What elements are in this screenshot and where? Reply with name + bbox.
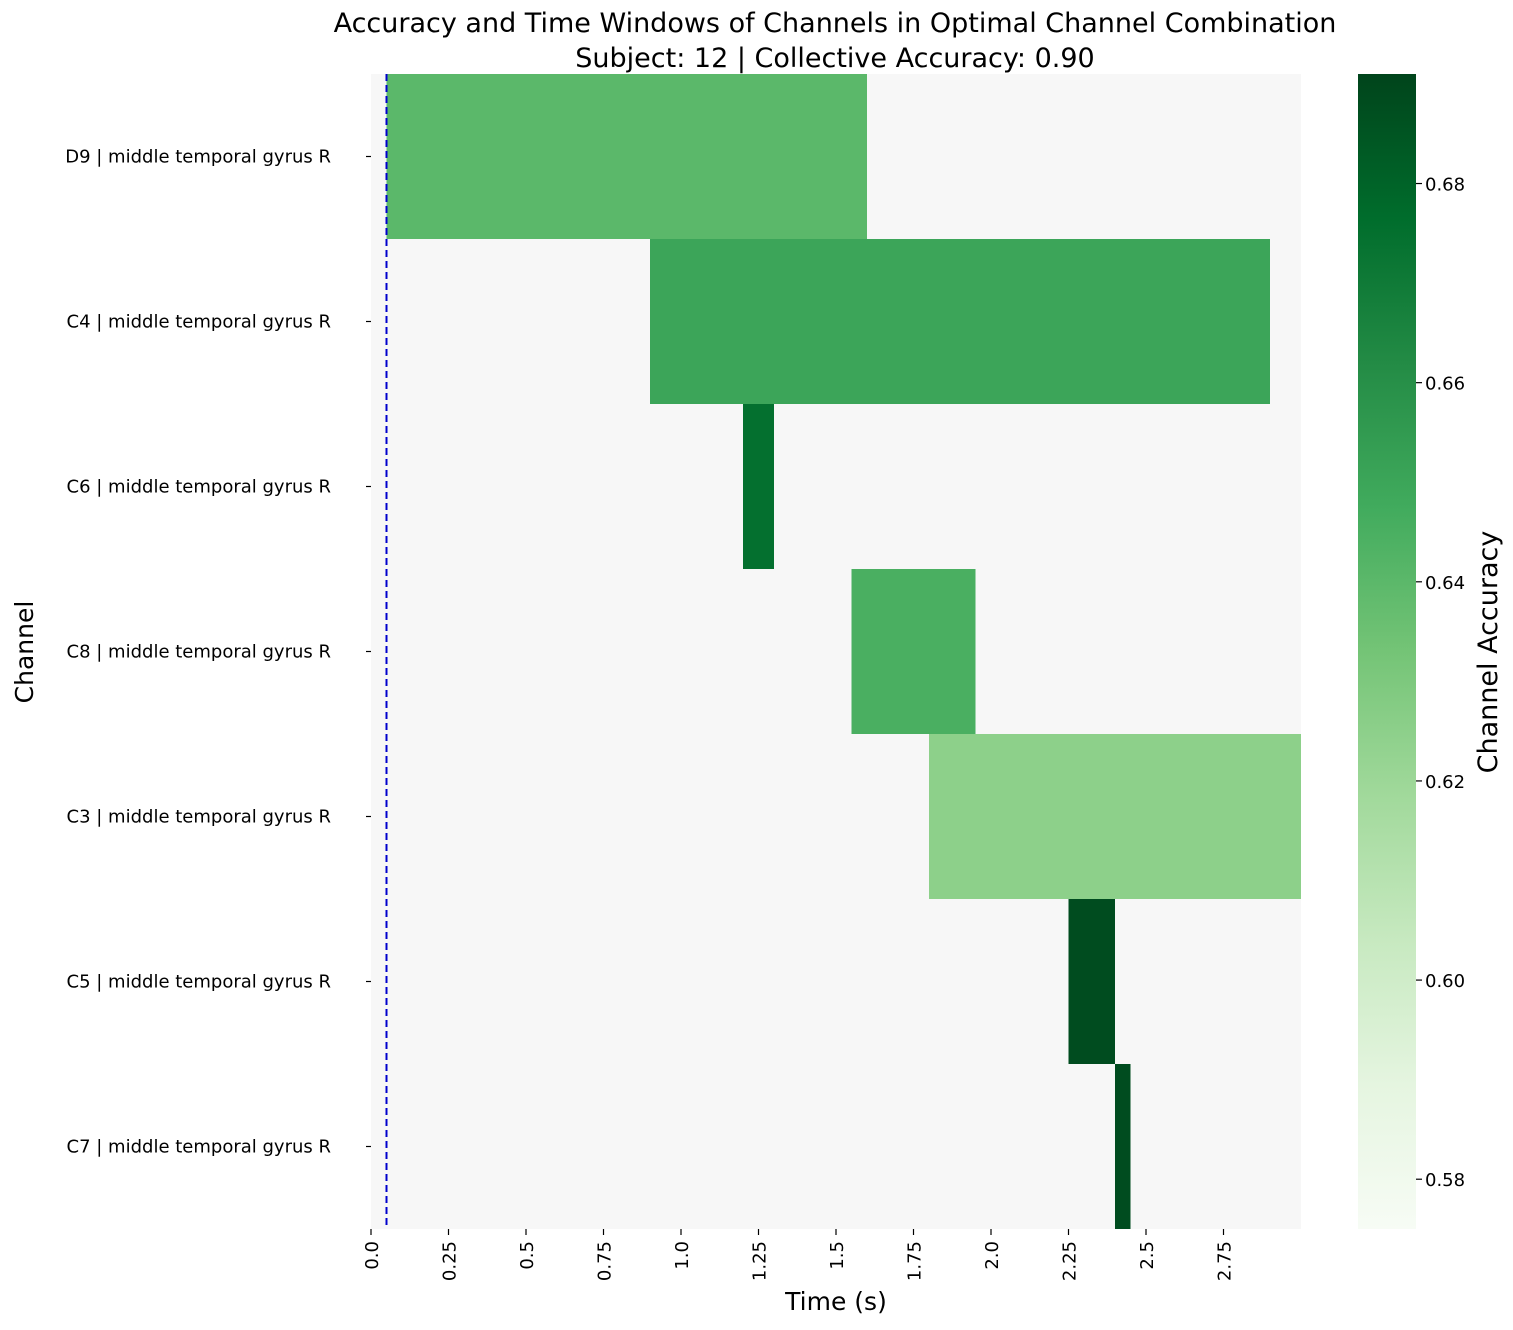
y-tick-label: D9 | middle temporal gyrus R xyxy=(65,147,331,168)
chart-subtitle: Subject: 12 | Collective Accuracy: 0.90 xyxy=(575,43,1094,74)
x-tick-label: 2.5 xyxy=(1137,1241,1158,1270)
y-tick-label: C4 | middle temporal gyrus R xyxy=(67,312,331,333)
y-tick-label: C5 | middle temporal gyrus R xyxy=(67,972,331,993)
y-tick-label: C8 | middle temporal gyrus R xyxy=(67,642,331,663)
colorbar-ticks: 0.58 0.60 0.62 0.64 0.66 0.68 xyxy=(1416,175,1465,1191)
x-tick-label: 1.25 xyxy=(750,1241,771,1281)
x-tick-label: 1.5 xyxy=(827,1241,848,1270)
x-tick-label: 0.0 xyxy=(362,1241,383,1270)
y-tick-label: C7 | middle temporal gyrus R xyxy=(67,1137,331,1158)
x-tick-label: 0.75 xyxy=(595,1241,616,1281)
channel-bar xyxy=(650,239,1270,404)
x-tick-label: 2.25 xyxy=(1060,1241,1081,1281)
x-tick-label: 2.0 xyxy=(982,1241,1003,1270)
x-tick-label: 0.25 xyxy=(440,1241,461,1281)
channel-bar xyxy=(1115,1064,1131,1229)
x-axis-label: Time (s) xyxy=(784,1287,887,1316)
colorbar-tick-label: 0.66 xyxy=(1425,374,1465,395)
y-tick-label: C6 | middle temporal gyrus R xyxy=(67,477,331,498)
colorbar-tick-label: 0.62 xyxy=(1425,772,1465,793)
heatmap-cells xyxy=(386,74,1301,1229)
channel-bar xyxy=(743,404,774,569)
channel-bar xyxy=(851,569,976,734)
colorbar xyxy=(1358,74,1416,1229)
x-tick-label: 1.75 xyxy=(905,1241,926,1281)
y-tick-label: C3 | middle temporal gyrus R xyxy=(67,807,331,828)
y-axis-label: Channel xyxy=(10,601,39,704)
x-axis: 0.0 0.25 0.5 0.75 1.0 1.25 1.5 1.75 2.0 2.25 2.5 2.… xyxy=(362,1229,1236,1281)
colorbar-tick-label: 0.60 xyxy=(1425,971,1465,992)
y-axis: D9 | middle temporal gyrus R C4 | middle … xyxy=(65,147,371,1158)
chart-title: Accuracy and Time Windows of Channels in… xyxy=(334,8,1337,39)
colorbar-label: Channel Accuracy xyxy=(1473,531,1504,774)
x-tick-label: 0.5 xyxy=(517,1241,538,1270)
channel-bar xyxy=(1068,899,1115,1064)
colorbar-tick-label: 0.58 xyxy=(1425,1170,1465,1191)
colorbar-tick-label: 0.68 xyxy=(1425,175,1465,196)
x-tick-label: 2.75 xyxy=(1215,1241,1236,1281)
x-tick-label: 1.0 xyxy=(672,1241,693,1270)
colorbar-tick-label: 0.64 xyxy=(1425,573,1465,594)
channel-bar xyxy=(386,74,867,239)
channel-bar xyxy=(929,734,1301,899)
